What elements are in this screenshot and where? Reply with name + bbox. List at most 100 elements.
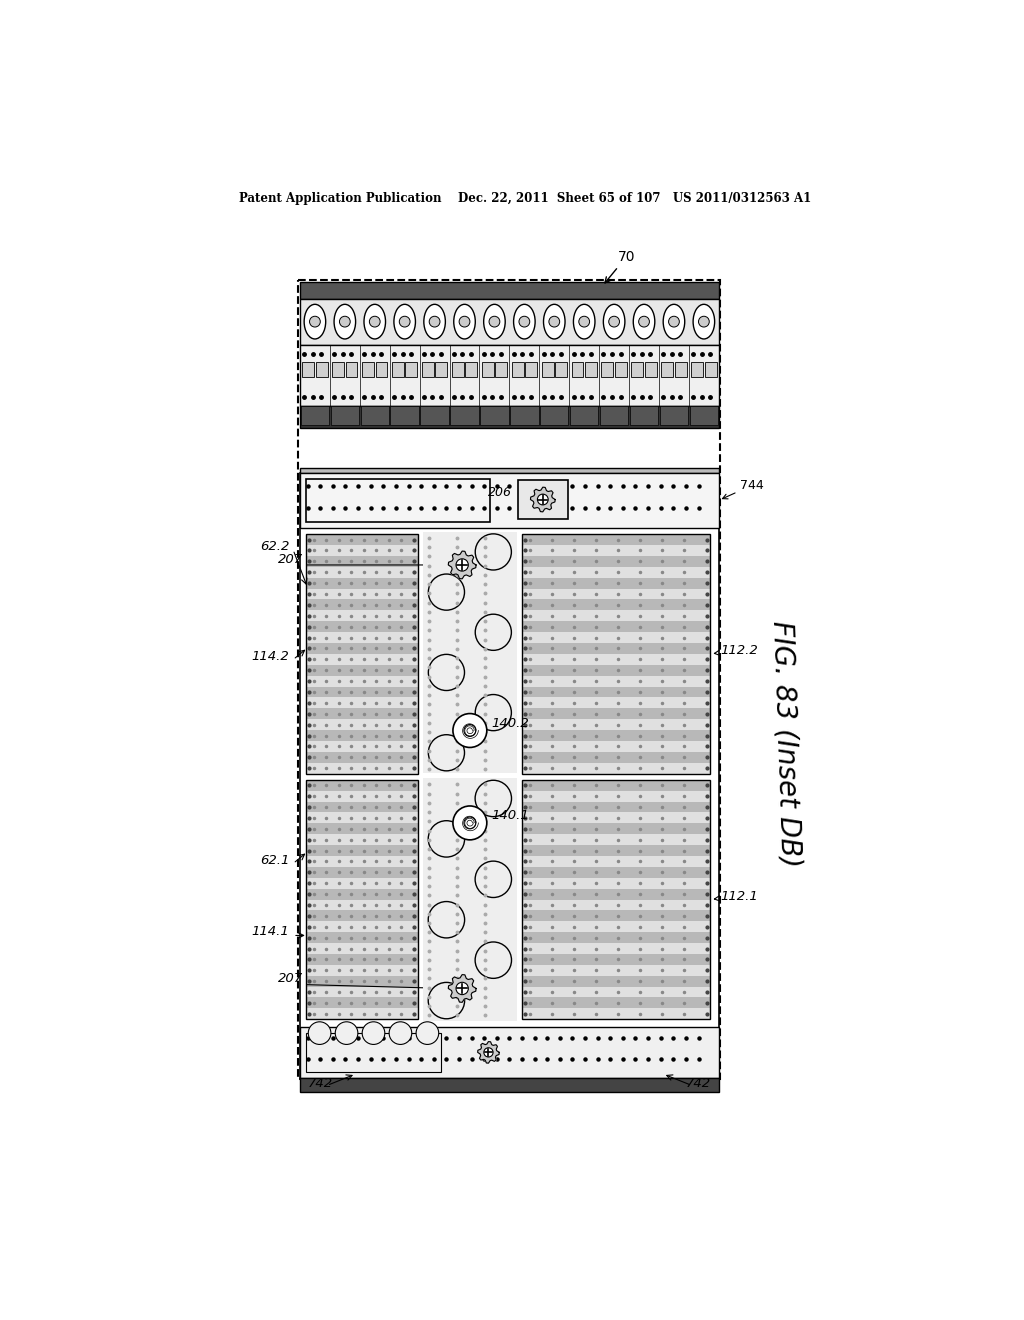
Bar — [691, 362, 703, 378]
Text: 70: 70 — [605, 249, 635, 282]
Circle shape — [429, 317, 440, 327]
Bar — [306, 665, 418, 676]
Circle shape — [538, 494, 548, 506]
Bar — [306, 888, 418, 899]
Bar — [306, 752, 418, 763]
Ellipse shape — [633, 305, 654, 339]
Bar — [362, 362, 374, 378]
Bar — [306, 998, 418, 1008]
Bar — [306, 730, 418, 741]
Circle shape — [464, 817, 476, 829]
Bar — [522, 589, 711, 599]
Ellipse shape — [573, 305, 595, 339]
Text: 207: 207 — [278, 553, 303, 566]
Bar — [522, 932, 711, 942]
Bar — [522, 578, 711, 589]
Bar — [632, 362, 643, 378]
Bar — [301, 407, 329, 425]
Circle shape — [399, 317, 410, 327]
Ellipse shape — [364, 305, 385, 339]
Bar — [512, 362, 523, 378]
Circle shape — [428, 574, 465, 610]
Bar — [690, 407, 718, 425]
Circle shape — [453, 714, 486, 747]
Bar — [645, 362, 656, 378]
Circle shape — [475, 780, 512, 817]
Circle shape — [475, 942, 512, 978]
Circle shape — [308, 1022, 331, 1044]
Bar — [306, 535, 418, 774]
Bar — [306, 566, 418, 578]
Text: 112.2: 112.2 — [715, 644, 758, 657]
Text: 742: 742 — [307, 1077, 333, 1090]
Bar — [614, 362, 627, 378]
Bar — [522, 556, 711, 566]
Bar — [306, 780, 418, 791]
Bar — [306, 599, 418, 610]
Bar — [306, 911, 418, 921]
Bar — [306, 824, 418, 834]
Bar — [306, 1034, 441, 1072]
Circle shape — [339, 317, 350, 327]
Bar — [306, 975, 418, 986]
Bar — [522, 741, 711, 752]
Bar — [422, 362, 434, 378]
Bar — [522, 942, 711, 954]
Ellipse shape — [514, 305, 536, 339]
Bar — [570, 407, 598, 425]
Bar — [601, 362, 613, 378]
Bar — [306, 653, 418, 665]
Text: 114.1: 114.1 — [252, 925, 289, 939]
Bar — [522, 888, 711, 899]
Bar — [306, 954, 418, 965]
Circle shape — [579, 317, 590, 327]
Circle shape — [428, 821, 465, 857]
Bar — [522, 812, 711, 824]
Bar — [423, 779, 517, 1020]
Bar — [522, 545, 711, 556]
Ellipse shape — [394, 305, 416, 339]
Bar — [306, 697, 418, 709]
Bar — [306, 932, 418, 942]
Ellipse shape — [664, 305, 685, 339]
Circle shape — [309, 317, 321, 327]
Bar — [306, 899, 418, 911]
Bar — [522, 801, 711, 812]
Bar — [300, 469, 719, 473]
Bar — [522, 709, 711, 719]
Bar — [306, 545, 418, 556]
Ellipse shape — [603, 305, 625, 339]
Bar — [306, 986, 418, 998]
Bar — [522, 845, 711, 855]
Text: 112.1: 112.1 — [715, 890, 758, 903]
Ellipse shape — [544, 305, 565, 339]
Circle shape — [389, 1022, 412, 1044]
Text: Patent Application Publication    Dec. 22, 2011  Sheet 65 of 107   US 2011/03125: Patent Application Publication Dec. 22, … — [239, 191, 811, 205]
Bar — [300, 473, 719, 528]
Bar — [306, 763, 418, 774]
Bar — [571, 362, 584, 378]
Circle shape — [335, 1022, 357, 1044]
Text: 744: 744 — [723, 479, 764, 499]
Bar — [392, 362, 403, 378]
Bar — [306, 643, 418, 653]
Ellipse shape — [483, 305, 505, 339]
Bar — [306, 834, 418, 845]
Bar — [522, 1008, 711, 1019]
Bar — [522, 643, 711, 653]
Bar — [435, 362, 447, 378]
Bar — [300, 407, 719, 428]
Bar — [705, 362, 717, 378]
Text: 140.2: 140.2 — [492, 717, 529, 730]
Text: 62.1: 62.1 — [260, 854, 289, 867]
Bar — [300, 298, 719, 345]
Polygon shape — [449, 974, 476, 1002]
Bar — [522, 954, 711, 965]
Bar — [522, 965, 711, 975]
Bar — [306, 709, 418, 719]
Bar — [522, 834, 711, 845]
Bar — [390, 407, 419, 425]
Bar — [332, 362, 344, 378]
Ellipse shape — [693, 305, 715, 339]
Bar — [306, 535, 418, 545]
